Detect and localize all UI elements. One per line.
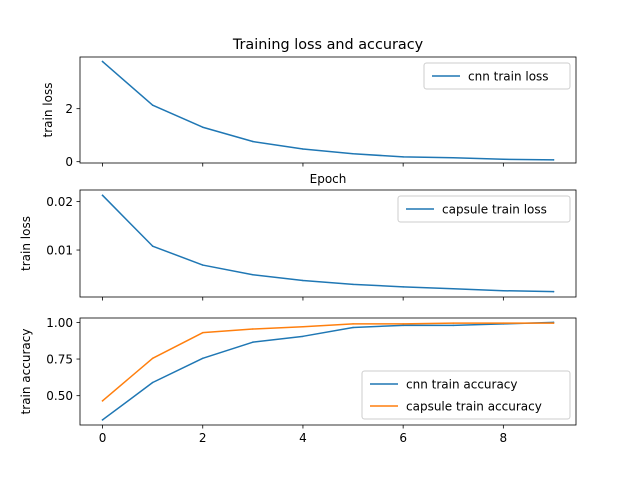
data-point-3-2-4 [302,326,304,328]
data-point-2-1-2 [201,264,204,266]
data-point-2-1-8 [502,289,505,292]
y-axis-label-2: train loss [19,216,33,271]
data-point-3-2-2 [201,331,204,334]
legend-box-1 [423,62,571,90]
data-point-3-1-4 [302,335,304,338]
data-point-3-2-6 [402,323,404,325]
data-point-3-2-0 [101,400,104,402]
data-point-3-1-1 [151,381,154,384]
data-point-2-1-3 [252,273,254,276]
data-point-3-1-0 [101,419,104,421]
data-point-2-1-4 [302,279,304,282]
legend-box-3 [361,370,571,420]
legend-label-1-1: cnn train loss [468,70,549,84]
data-point-3-2-9 [552,322,555,324]
y-tick-label-3-0: 0.50 [46,389,73,403]
x-tick-label-3-4: 4 [299,431,307,445]
legend-label-2-1: capsule train loss [442,203,547,217]
data-point-1-1-5 [352,152,354,155]
data-point-3-2-3 [252,328,254,330]
data-point-3-1-2 [201,357,204,360]
legend-box-2 [397,195,571,223]
data-point-3-1-7 [452,324,455,327]
data-point-2-1-5 [352,283,354,286]
data-point-1-1-6 [402,156,404,158]
data-point-1-1-4 [302,148,304,150]
data-point-1-1-8 [502,158,505,161]
series-line-3-1 [101,321,555,421]
y-tick-label-2-1: 0.02 [46,195,73,209]
x-tick-label-3-8: 8 [500,431,508,445]
axes-frame-1 [79,56,577,164]
x-tick-label-3-6: 6 [399,431,407,445]
data-point-1-1-9 [552,159,555,161]
x-tick-label-3-2: 2 [199,431,207,445]
y-tick-label-2-0: 0.01 [46,244,73,258]
data-point-3-2-7 [452,322,455,324]
data-point-2-1-9 [552,290,555,293]
data-point-3-1-5 [352,326,354,329]
series-line-3-2 [101,322,555,402]
legend-label-3-2: capsule train accuracy [406,400,542,414]
axes-frame-3 [79,317,577,426]
data-point-1-1-7 [452,156,455,159]
data-point-3-2-5 [352,323,354,325]
axes-frame-2 [79,189,577,298]
chart-title: Training loss and accuracy [232,37,424,53]
y-tick-label-3-2: 1.00 [46,316,73,330]
y-axis-label-1: train loss [41,83,55,138]
data-point-3-1-3 [252,341,254,343]
data-point-3-2-8 [502,322,505,324]
x-axis-label: Epoch [310,172,347,186]
data-point-2-1-6 [402,286,404,288]
data-point-3-2-1 [151,357,154,360]
y-tick-label-1-1: 2 [65,102,73,116]
y-axis-label-3: train accuracy [19,329,33,415]
x-tick-label-3-0: 0 [99,431,107,445]
y-tick-label-3-1: 0.75 [46,353,73,367]
data-point-1-1-3 [252,140,254,143]
data-point-1-1-0 [101,60,104,63]
data-point-2-1-0 [101,194,104,197]
series-line-2-1 [101,194,555,293]
data-point-3-1-6 [402,324,404,327]
data-point-2-1-1 [151,245,154,247]
series-line-1-1 [101,60,555,161]
legend-label-3-1: cnn train accuracy [406,378,518,392]
data-point-1-1-2 [201,126,204,128]
data-point-1-1-1 [151,104,154,106]
data-point-2-1-7 [452,288,455,290]
y-tick-label-1-0: 0 [65,155,73,169]
